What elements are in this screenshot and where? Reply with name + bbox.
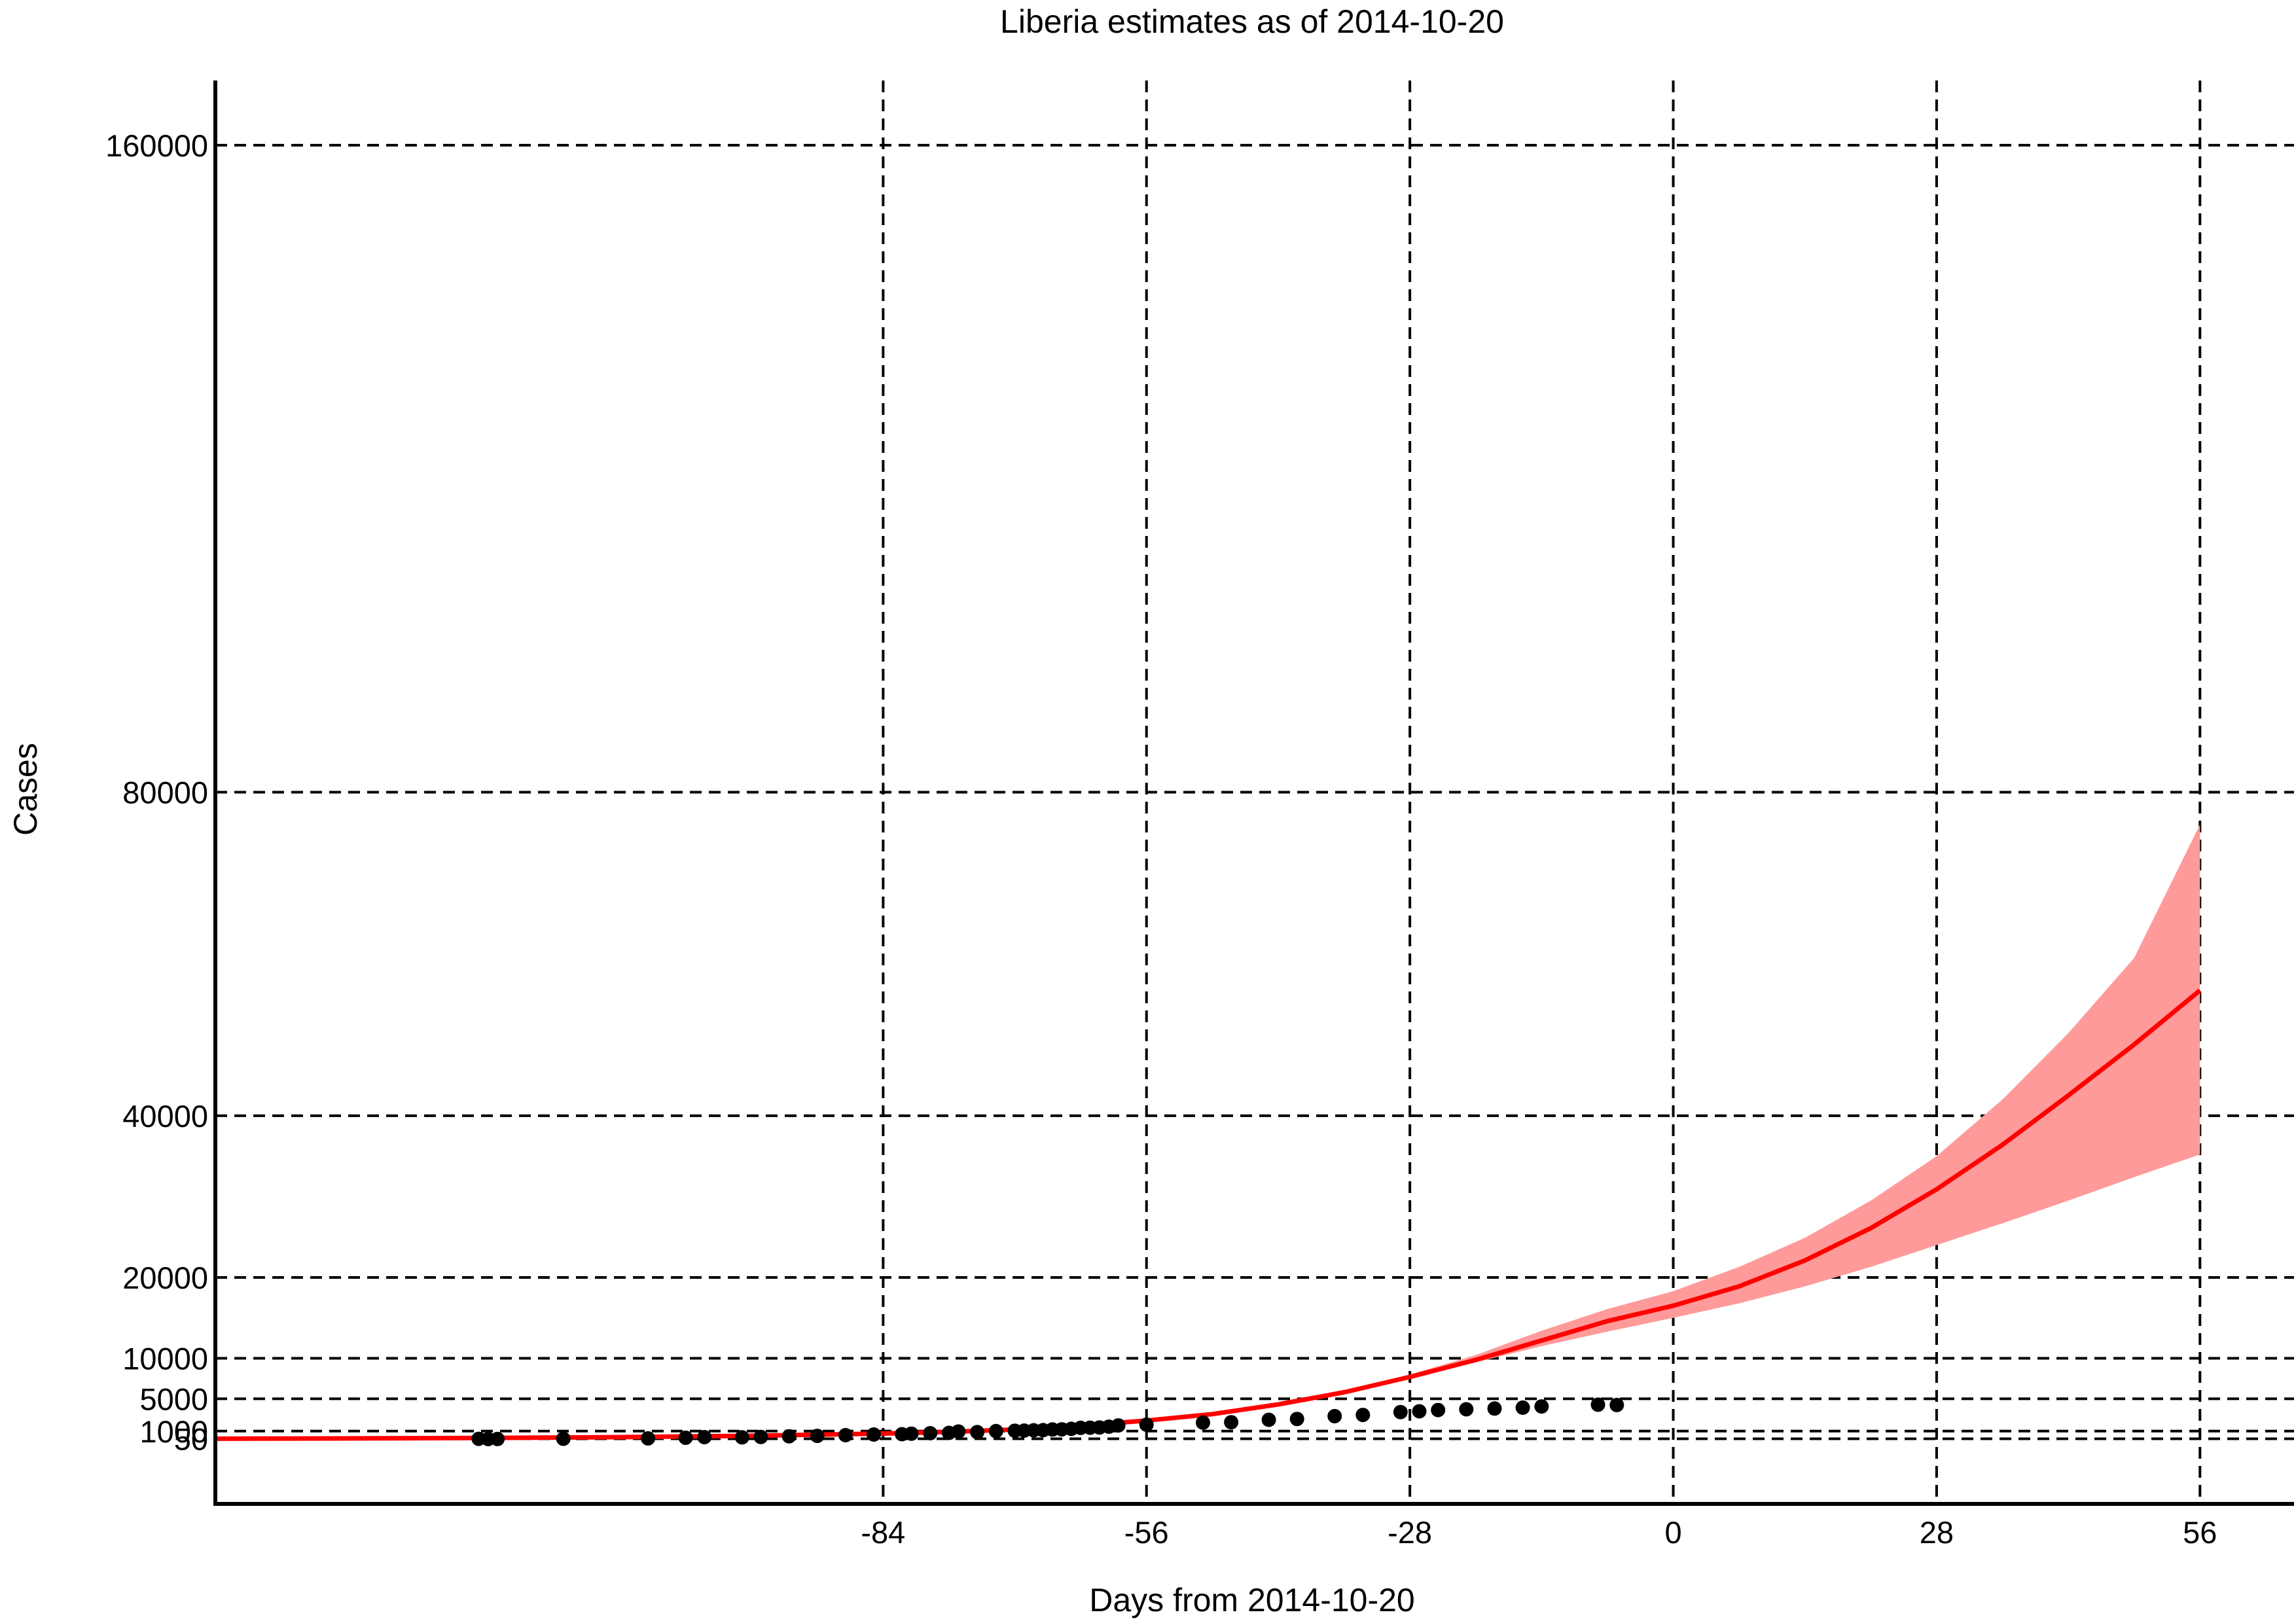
grid	[215, 80, 2294, 1504]
observed-point	[1412, 1404, 1427, 1419]
observed-point	[923, 1426, 938, 1440]
y-tick-label: 1000	[139, 1414, 208, 1449]
x-tick-label: 0	[1664, 1515, 1681, 1550]
observed-point	[1261, 1412, 1276, 1427]
observed-point	[641, 1431, 656, 1446]
observed-point	[970, 1425, 985, 1440]
model-fit-line	[215, 988, 2202, 1441]
observed-point	[951, 1424, 966, 1439]
observed-point	[1459, 1402, 1474, 1417]
observed-point	[1515, 1400, 1530, 1415]
y-tick-label: 5000	[139, 1382, 208, 1416]
observed-point	[1111, 1418, 1126, 1433]
observed-point	[1327, 1408, 1342, 1423]
observed-point	[1393, 1404, 1408, 1419]
observed-point	[1289, 1412, 1304, 1427]
y-tick-label: 50	[174, 1422, 208, 1457]
y-tick-label: 10000	[122, 1342, 208, 1376]
observed-point	[1139, 1417, 1154, 1432]
chart-title: Liberia estimates as of 2014-10-20	[1000, 3, 1504, 40]
observed-point	[734, 1430, 749, 1445]
observed-point	[838, 1428, 853, 1442]
x-tick-label: -56	[1124, 1515, 1169, 1550]
observed-point	[867, 1427, 881, 1442]
observed-point	[556, 1431, 571, 1446]
observed-point	[810, 1429, 825, 1444]
x-tick-label: 56	[2183, 1515, 2217, 1550]
y-tick-label: 80000	[122, 776, 208, 810]
x-tick-label: 28	[1920, 1515, 1954, 1550]
observed-point	[1534, 1399, 1549, 1414]
observed-point	[1590, 1397, 1605, 1412]
observed-points	[471, 1397, 1624, 1446]
observed-point	[1487, 1401, 1502, 1416]
y-axis-label: Cases	[7, 743, 44, 836]
observed-point	[697, 1430, 712, 1444]
x-tick-label: -28	[1388, 1515, 1432, 1550]
observed-point	[1224, 1415, 1239, 1430]
x-axis-label: Days from 2014-10-20	[1089, 1582, 1414, 1618]
x-tick-labels: -84 -56 -28 0 28 56	[861, 1515, 2217, 1550]
observed-point	[1355, 1408, 1371, 1423]
x-tick-label: -84	[861, 1515, 905, 1550]
y-tick-label: 40000	[122, 1099, 208, 1133]
observed-point	[781, 1429, 797, 1444]
y-tick-label: 160000	[105, 128, 208, 163]
observed-point	[1431, 1402, 1446, 1418]
observed-point	[1196, 1415, 1210, 1430]
observed-point	[988, 1423, 1003, 1438]
observed-point	[490, 1431, 505, 1446]
axes	[213, 80, 2294, 1506]
observed-point	[678, 1430, 693, 1445]
observed-point	[753, 1429, 768, 1444]
observed-point	[1609, 1397, 1624, 1412]
observed-point	[904, 1426, 919, 1441]
y-tick-label: 20000	[122, 1260, 208, 1295]
